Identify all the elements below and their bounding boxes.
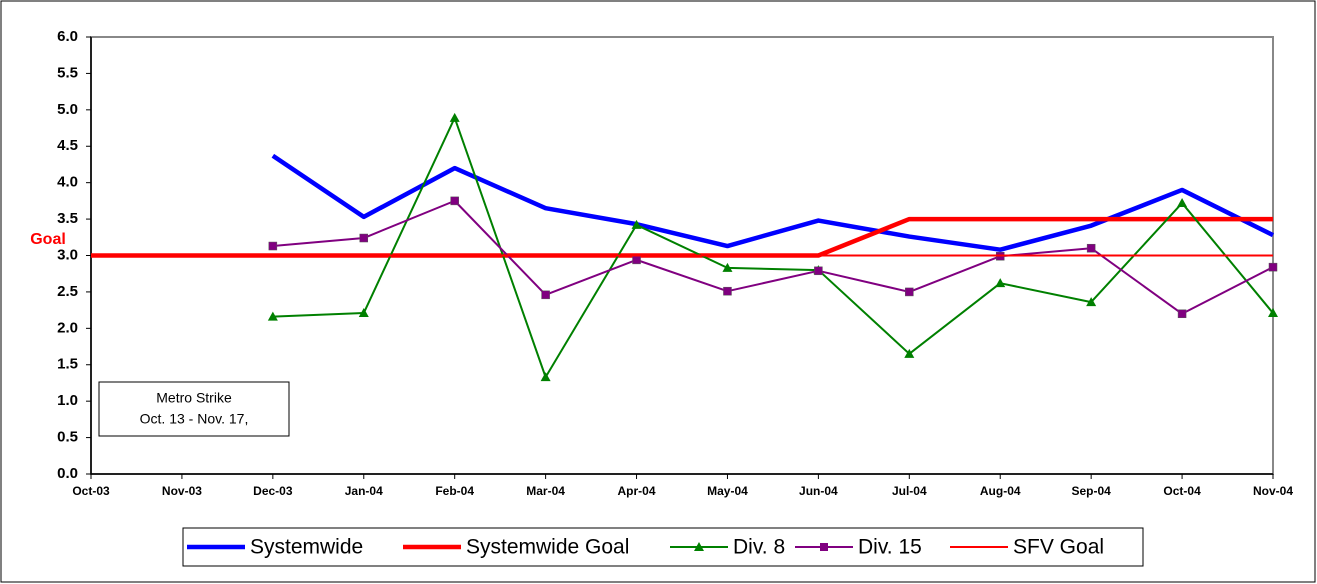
x-tick-label: Oct-03 (72, 484, 110, 498)
x-tick-label: Feb-04 (435, 484, 474, 498)
y-tick-label: 3.0 (57, 246, 78, 263)
marker (1268, 308, 1278, 318)
series-line (272, 199, 1274, 315)
marker (632, 255, 641, 265)
x-tick-label: May-04 (707, 484, 748, 498)
marker (267, 311, 278, 321)
legend-label: Systemwide (250, 536, 363, 559)
y-tick-label: 4.5 (57, 137, 78, 154)
x-tick-label: Jan-04 (345, 484, 383, 498)
annotation-text: Metro Strike (156, 390, 232, 406)
marker (358, 308, 369, 318)
y-tick-label: 5.0 (57, 101, 78, 118)
legend-marker (820, 543, 828, 551)
x-tick-label: Nov-03 (162, 484, 202, 498)
y-tick-label: 3.5 (57, 210, 78, 227)
marker (268, 241, 278, 251)
marker (723, 286, 732, 296)
x-tick-label: Jun-04 (799, 484, 838, 498)
marker (631, 219, 642, 229)
legend-label: Systemwide Goal (466, 536, 629, 559)
marker (1268, 262, 1278, 272)
marker (1177, 198, 1188, 208)
legend-label: Div. 15 (858, 536, 922, 559)
y-tick-label: 2.5 (57, 283, 78, 300)
legend-marker (694, 542, 704, 551)
marker (905, 287, 914, 297)
marker (814, 266, 823, 276)
x-tick-label: Nov-04 (1253, 484, 1293, 498)
marker (450, 196, 459, 206)
y-tick-label: 5.5 (57, 64, 78, 81)
legend-label: SFV Goal (1013, 536, 1104, 559)
marker (995, 278, 1006, 288)
x-tick-label: Jul-04 (892, 484, 927, 498)
x-tick-label: Mar-04 (526, 484, 565, 498)
x-tick-label: Dec-03 (253, 484, 293, 498)
goal-label: Goal (30, 231, 66, 248)
marker (1177, 309, 1187, 319)
y-tick-label: 4.0 (57, 174, 78, 191)
marker (541, 290, 550, 300)
marker (1086, 297, 1097, 307)
marker (540, 372, 551, 382)
legend-label: Div. 8 (733, 536, 785, 559)
x-tick-label: Apr-04 (618, 484, 656, 498)
y-tick-label: 6.0 (57, 28, 78, 45)
marker (449, 112, 460, 122)
y-tick-label: 2.0 (57, 319, 78, 336)
y-tick-label: 1.5 (57, 356, 78, 373)
y-tick-label: 1.0 (57, 392, 78, 409)
y-tick-label: 0.5 (57, 429, 78, 446)
x-tick-label: Sep-04 (1071, 484, 1111, 498)
x-tick-label: Oct-04 (1163, 484, 1201, 498)
marker (1086, 243, 1096, 253)
marker (722, 262, 733, 272)
marker (904, 348, 915, 358)
series-line (272, 116, 1274, 379)
marker (359, 233, 369, 243)
annotation-text: Oct. 13 - Nov. 17, (140, 411, 249, 427)
annotation-box (98, 381, 290, 437)
y-tick-label: 0.0 (57, 465, 78, 482)
x-tick-label: Aug-04 (980, 484, 1021, 498)
